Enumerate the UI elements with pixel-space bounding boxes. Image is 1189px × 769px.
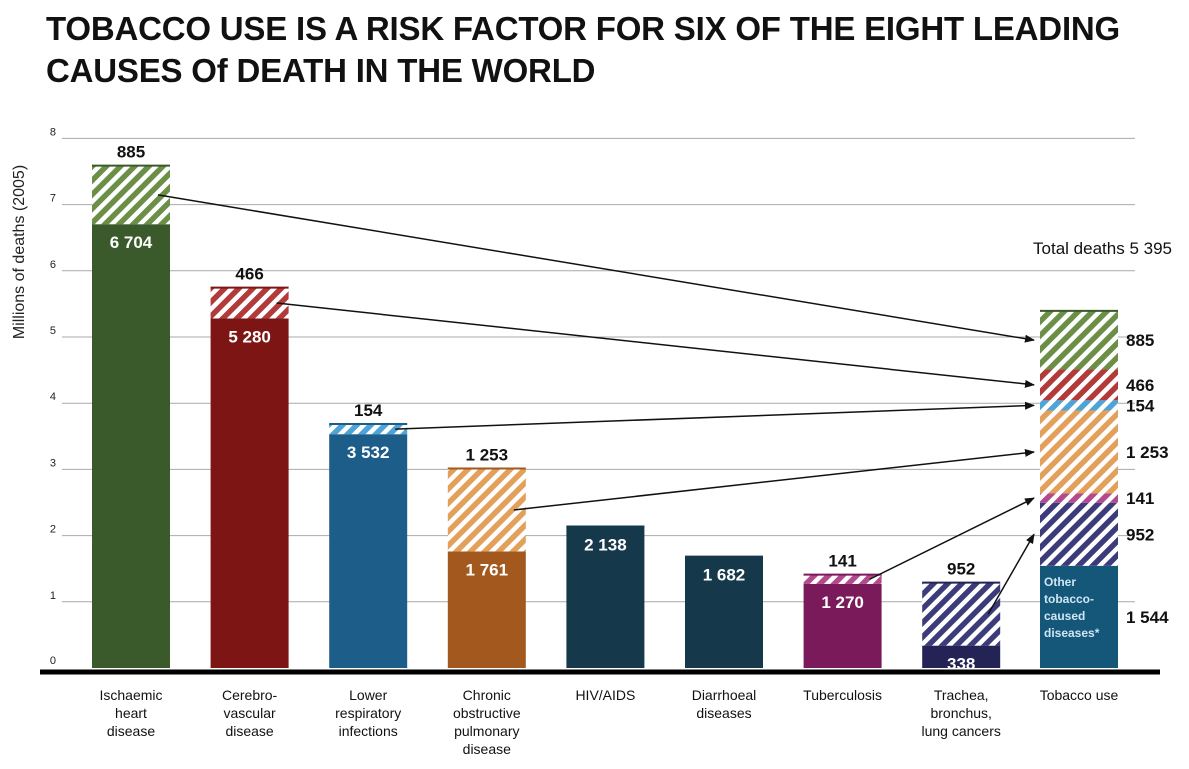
bar-base — [685, 556, 763, 668]
bar-base-value: 5 280 — [228, 327, 271, 346]
y-tick-label: 1 — [50, 590, 56, 602]
x-category-label: diseases — [696, 705, 751, 721]
x-category-label: Ischaemic — [99, 687, 162, 703]
tobacco-stack: Other tobacco-caused diseases* 1 544 952 141 1… — [1040, 309, 1169, 668]
y-tick-label: 8 — [50, 126, 56, 138]
stack-base-note: diseases* — [1044, 626, 1100, 640]
x-category-label: Diarrhoeal — [692, 687, 757, 703]
bar-base — [210, 318, 289, 668]
flow-arrow — [987, 533, 1035, 615]
bar-base — [803, 583, 882, 668]
bar-group: 5 280 466 — [210, 265, 289, 668]
bar-base — [566, 526, 645, 668]
bar-base — [447, 551, 526, 668]
stack-base-note: caused — [1044, 609, 1085, 623]
x-category-label: HIV/AIDS — [575, 687, 635, 703]
y-tick-label: 2 — [50, 524, 56, 536]
bar-tobacco-value: 141 — [828, 552, 856, 571]
y-tick-label: 4 — [50, 391, 56, 403]
flow-arrow — [276, 302, 1035, 388]
x-category-label: disease — [463, 741, 511, 757]
y-axis-ticks: 0 1 2 3 4 5 6 7 8 — [50, 126, 56, 667]
bar-base — [922, 645, 1001, 668]
bar-group: 1 682 — [685, 555, 763, 668]
x-category-label: disease — [107, 723, 155, 739]
y-axis-label: Millions of deaths (2005) — [11, 165, 28, 339]
x-category-label: pulmonary — [454, 723, 519, 739]
y-tick-label: 3 — [50, 457, 56, 469]
bar-base-value: 2 138 — [584, 535, 627, 554]
flow-arrow — [513, 448, 1035, 511]
bar-tobacco-segment — [803, 574, 882, 584]
bar-tobacco-segment — [922, 582, 1001, 646]
flow-arrow — [157, 194, 1035, 343]
bar-base-value: 338 — [947, 655, 975, 674]
y-tick-label: 6 — [50, 259, 56, 271]
x-category-label: respiratory — [335, 705, 401, 721]
stack-base-note: Other — [1044, 575, 1076, 589]
stack-segment — [1040, 502, 1118, 566]
bar-tobacco-value: 952 — [947, 560, 975, 579]
x-category-label: heart — [115, 705, 147, 721]
x-category-label: obstructive — [453, 705, 521, 721]
bar-tobacco-value: 1 253 — [466, 445, 509, 464]
x-category-label: bronchus, — [930, 705, 991, 721]
bar-base-value: 1 761 — [466, 560, 509, 579]
x-category-label: lung cancers — [922, 723, 1001, 739]
x-category-label: Trachea, — [934, 687, 989, 703]
bar-base-value: 1 270 — [821, 593, 864, 612]
bar-group: 3 532 154 — [329, 401, 408, 668]
bar-group: 2 138 — [566, 525, 645, 668]
bar-base-value: 6 704 — [110, 233, 153, 252]
stack-segment-value: 154 — [1126, 396, 1155, 415]
x-category-label: Chronic — [463, 687, 511, 703]
stack-base-note: tobacco- — [1044, 592, 1094, 606]
stack-base-value: 1 544 — [1126, 608, 1169, 627]
flow-arrow — [395, 401, 1035, 430]
bar-group: 338 952 — [922, 560, 1001, 674]
x-category-label: Tobacco use — [1040, 687, 1119, 703]
bar-tobacco-segment — [329, 423, 408, 435]
stack-segment — [1040, 310, 1118, 370]
stack-segment-value: 1 253 — [1126, 443, 1169, 462]
bar-group: 1 761 1 253 — [447, 445, 526, 668]
bar-group: 6 704 885 — [92, 143, 170, 669]
bar-base-value: 1 682 — [703, 566, 746, 585]
arrows — [157, 194, 1035, 615]
stack-base-other — [1040, 565, 1118, 668]
x-category-label: Lower — [349, 687, 387, 703]
bar-group: 1 270 141 — [803, 552, 882, 668]
x-category-label: Tuberculosis — [803, 687, 882, 703]
chart-title: TOBACCO USE IS A RISK FACTOR FOR SIX OF … — [46, 10, 1121, 89]
y-tick-label: 7 — [50, 193, 56, 205]
bar-tobacco-value: 466 — [235, 265, 263, 284]
bar-base — [92, 224, 170, 669]
x-category-label: disease — [225, 723, 273, 739]
y-tick-label: 0 — [50, 655, 56, 667]
total-deaths-label: Total deaths 5 395 — [1033, 239, 1172, 258]
flow-arrow — [869, 497, 1035, 580]
stack-segment — [1040, 369, 1118, 401]
stack-segment — [1040, 400, 1118, 411]
bar-tobacco-value: 885 — [117, 143, 145, 162]
bar-base-value: 3 532 — [347, 443, 390, 462]
stack-segment-value: 141 — [1126, 489, 1154, 508]
bar-tobacco-value: 154 — [354, 401, 383, 420]
x-axis-labels: Ischaemic heart disease Cerebro-vascular dis… — [99, 687, 1118, 757]
stack-segment — [1040, 410, 1118, 494]
y-tick-label: 5 — [50, 325, 56, 337]
stack-segment-value: 466 — [1126, 376, 1154, 395]
x-category-label: Cerebro- — [222, 687, 278, 703]
bars: 6 704 885 5 280 466 3 532 154 1 761 1 253 2 138 1… — [92, 143, 1001, 674]
stack-segment — [1040, 493, 1118, 503]
stack-segment-value: 885 — [1126, 331, 1154, 350]
bar-tobacco-segment — [92, 165, 170, 225]
bar-tobacco-segment — [447, 468, 526, 552]
bar-base — [329, 434, 408, 668]
x-category-label: vascular — [224, 705, 276, 721]
x-category-label: infections — [339, 723, 398, 739]
bar-tobacco-segment — [210, 287, 289, 319]
stack-segment-value: 952 — [1126, 525, 1154, 544]
